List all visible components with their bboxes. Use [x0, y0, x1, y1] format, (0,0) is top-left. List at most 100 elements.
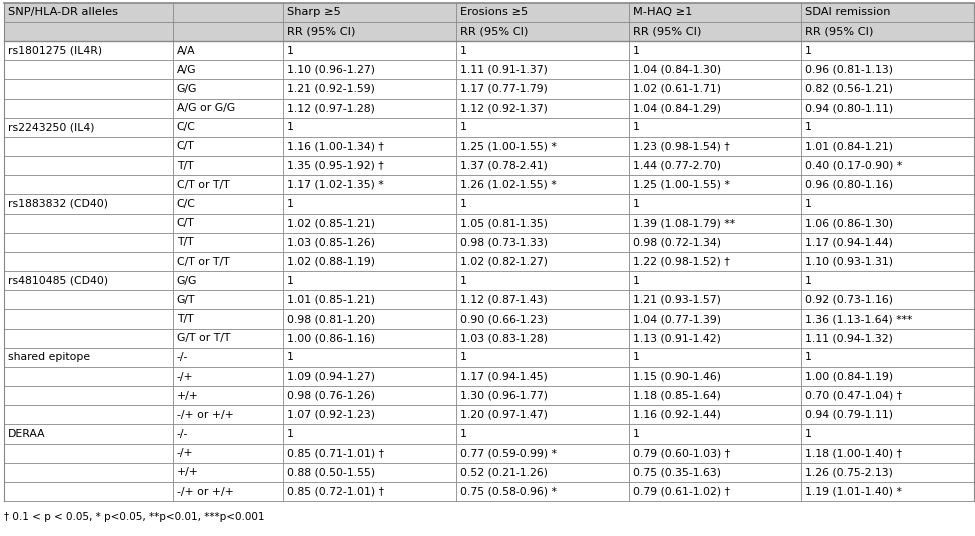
Bar [173, 425, 284, 444]
Text: rs4810485 (CD40): rs4810485 (CD40) [8, 276, 108, 286]
Bar [456, 367, 629, 386]
Text: A/A: A/A [176, 46, 195, 56]
Bar [629, 79, 801, 99]
Text: 1: 1 [805, 199, 812, 209]
Bar [173, 137, 284, 156]
Text: 0.98 (0.72-1.34): 0.98 (0.72-1.34) [633, 237, 721, 247]
Text: 1.21 (0.92-1.59): 1.21 (0.92-1.59) [288, 84, 375, 94]
Bar [456, 22, 629, 41]
Bar [801, 252, 974, 271]
Bar [284, 233, 456, 252]
Bar [629, 463, 801, 482]
Text: 0.94 (0.80-1.11): 0.94 (0.80-1.11) [805, 103, 893, 113]
Bar [801, 79, 974, 99]
Text: rs1801275 (IL4R): rs1801275 (IL4R) [8, 46, 102, 56]
Text: Sharp ≥5: Sharp ≥5 [288, 8, 341, 17]
Bar [4, 137, 173, 156]
Bar [173, 329, 284, 348]
Bar [173, 233, 284, 252]
Text: 1: 1 [805, 276, 812, 286]
Text: T/T: T/T [176, 237, 193, 247]
Bar [456, 175, 629, 195]
Bar [629, 367, 801, 386]
Text: 0.75 (0.35-1.63): 0.75 (0.35-1.63) [633, 467, 721, 478]
Bar [801, 195, 974, 213]
Bar [456, 195, 629, 213]
Text: 0.85 (0.71-1.01) †: 0.85 (0.71-1.01) † [288, 448, 384, 458]
Bar [801, 3, 974, 22]
Bar [629, 22, 801, 41]
Bar [801, 444, 974, 463]
Text: 1.37 (0.78-2.41): 1.37 (0.78-2.41) [460, 161, 548, 170]
Bar [173, 386, 284, 405]
Bar [4, 348, 173, 367]
Text: 1.10 (0.93-1.31): 1.10 (0.93-1.31) [805, 257, 893, 266]
Bar [173, 79, 284, 99]
Text: 0.98 (0.76-1.26): 0.98 (0.76-1.26) [288, 391, 375, 401]
Bar [284, 463, 456, 482]
Text: 0.88 (0.50-1.55): 0.88 (0.50-1.55) [288, 467, 375, 478]
Bar [801, 271, 974, 291]
Text: 1: 1 [805, 46, 812, 56]
Bar [629, 3, 801, 22]
Bar [801, 291, 974, 309]
Bar [284, 22, 456, 41]
Text: Erosions ≥5: Erosions ≥5 [460, 8, 528, 17]
Bar [173, 405, 284, 425]
Bar [456, 309, 629, 329]
Text: 1.21 (0.93-1.57): 1.21 (0.93-1.57) [633, 295, 721, 305]
Text: 1.30 (0.96-1.77): 1.30 (0.96-1.77) [460, 391, 548, 401]
Bar [284, 175, 456, 195]
Text: 1.18 (1.00-1.40) †: 1.18 (1.00-1.40) † [805, 448, 902, 458]
Text: G/G: G/G [176, 84, 197, 94]
Text: 1.02 (0.85-1.21): 1.02 (0.85-1.21) [288, 218, 375, 228]
Bar [4, 463, 173, 482]
Bar [284, 118, 456, 137]
Bar [629, 425, 801, 444]
Text: -/-: -/- [176, 352, 188, 362]
Bar [801, 60, 974, 79]
Bar [629, 405, 801, 425]
Text: 1: 1 [288, 46, 294, 56]
Bar [629, 175, 801, 195]
Bar [284, 99, 456, 118]
Text: M-HAQ ≥1: M-HAQ ≥1 [633, 8, 692, 17]
Text: RR (95% CI): RR (95% CI) [805, 26, 874, 36]
Text: 1: 1 [460, 352, 467, 362]
Text: 1.00 (0.86-1.16): 1.00 (0.86-1.16) [288, 333, 375, 343]
Text: RR (95% CI): RR (95% CI) [288, 26, 356, 36]
Bar [4, 99, 173, 118]
Bar [284, 137, 456, 156]
Text: 0.82 (0.56-1.21): 0.82 (0.56-1.21) [805, 84, 893, 94]
Bar [629, 156, 801, 175]
Bar [456, 3, 629, 22]
Bar [173, 213, 284, 233]
Text: 1.19 (1.01-1.40) *: 1.19 (1.01-1.40) * [805, 487, 902, 496]
Bar [456, 463, 629, 482]
Bar [801, 99, 974, 118]
Text: A/G or G/G: A/G or G/G [176, 103, 235, 113]
Bar [4, 195, 173, 213]
Text: 1: 1 [288, 199, 294, 209]
Bar [801, 329, 974, 348]
Bar [629, 99, 801, 118]
Text: RR (95% CI): RR (95% CI) [460, 26, 528, 36]
Bar [173, 367, 284, 386]
Text: 0.40 (0.17-0.90) *: 0.40 (0.17-0.90) * [805, 161, 903, 170]
Text: 1.12 (0.97-1.28): 1.12 (0.97-1.28) [288, 103, 375, 113]
Text: 1: 1 [633, 429, 640, 439]
Bar [284, 195, 456, 213]
Bar [4, 233, 173, 252]
Text: 1.02 (0.82-1.27): 1.02 (0.82-1.27) [460, 257, 548, 266]
Bar [801, 309, 974, 329]
Bar [456, 213, 629, 233]
Bar [173, 271, 284, 291]
Text: 1.00 (0.84-1.19): 1.00 (0.84-1.19) [805, 371, 893, 382]
Bar [284, 329, 456, 348]
Bar [456, 271, 629, 291]
Text: 1.17 (1.02-1.35) *: 1.17 (1.02-1.35) * [288, 180, 384, 190]
Bar [173, 99, 284, 118]
Text: 1.10 (0.96-1.27): 1.10 (0.96-1.27) [288, 65, 375, 75]
Text: 1.04 (0.84-1.30): 1.04 (0.84-1.30) [633, 65, 721, 75]
Bar [284, 60, 456, 79]
